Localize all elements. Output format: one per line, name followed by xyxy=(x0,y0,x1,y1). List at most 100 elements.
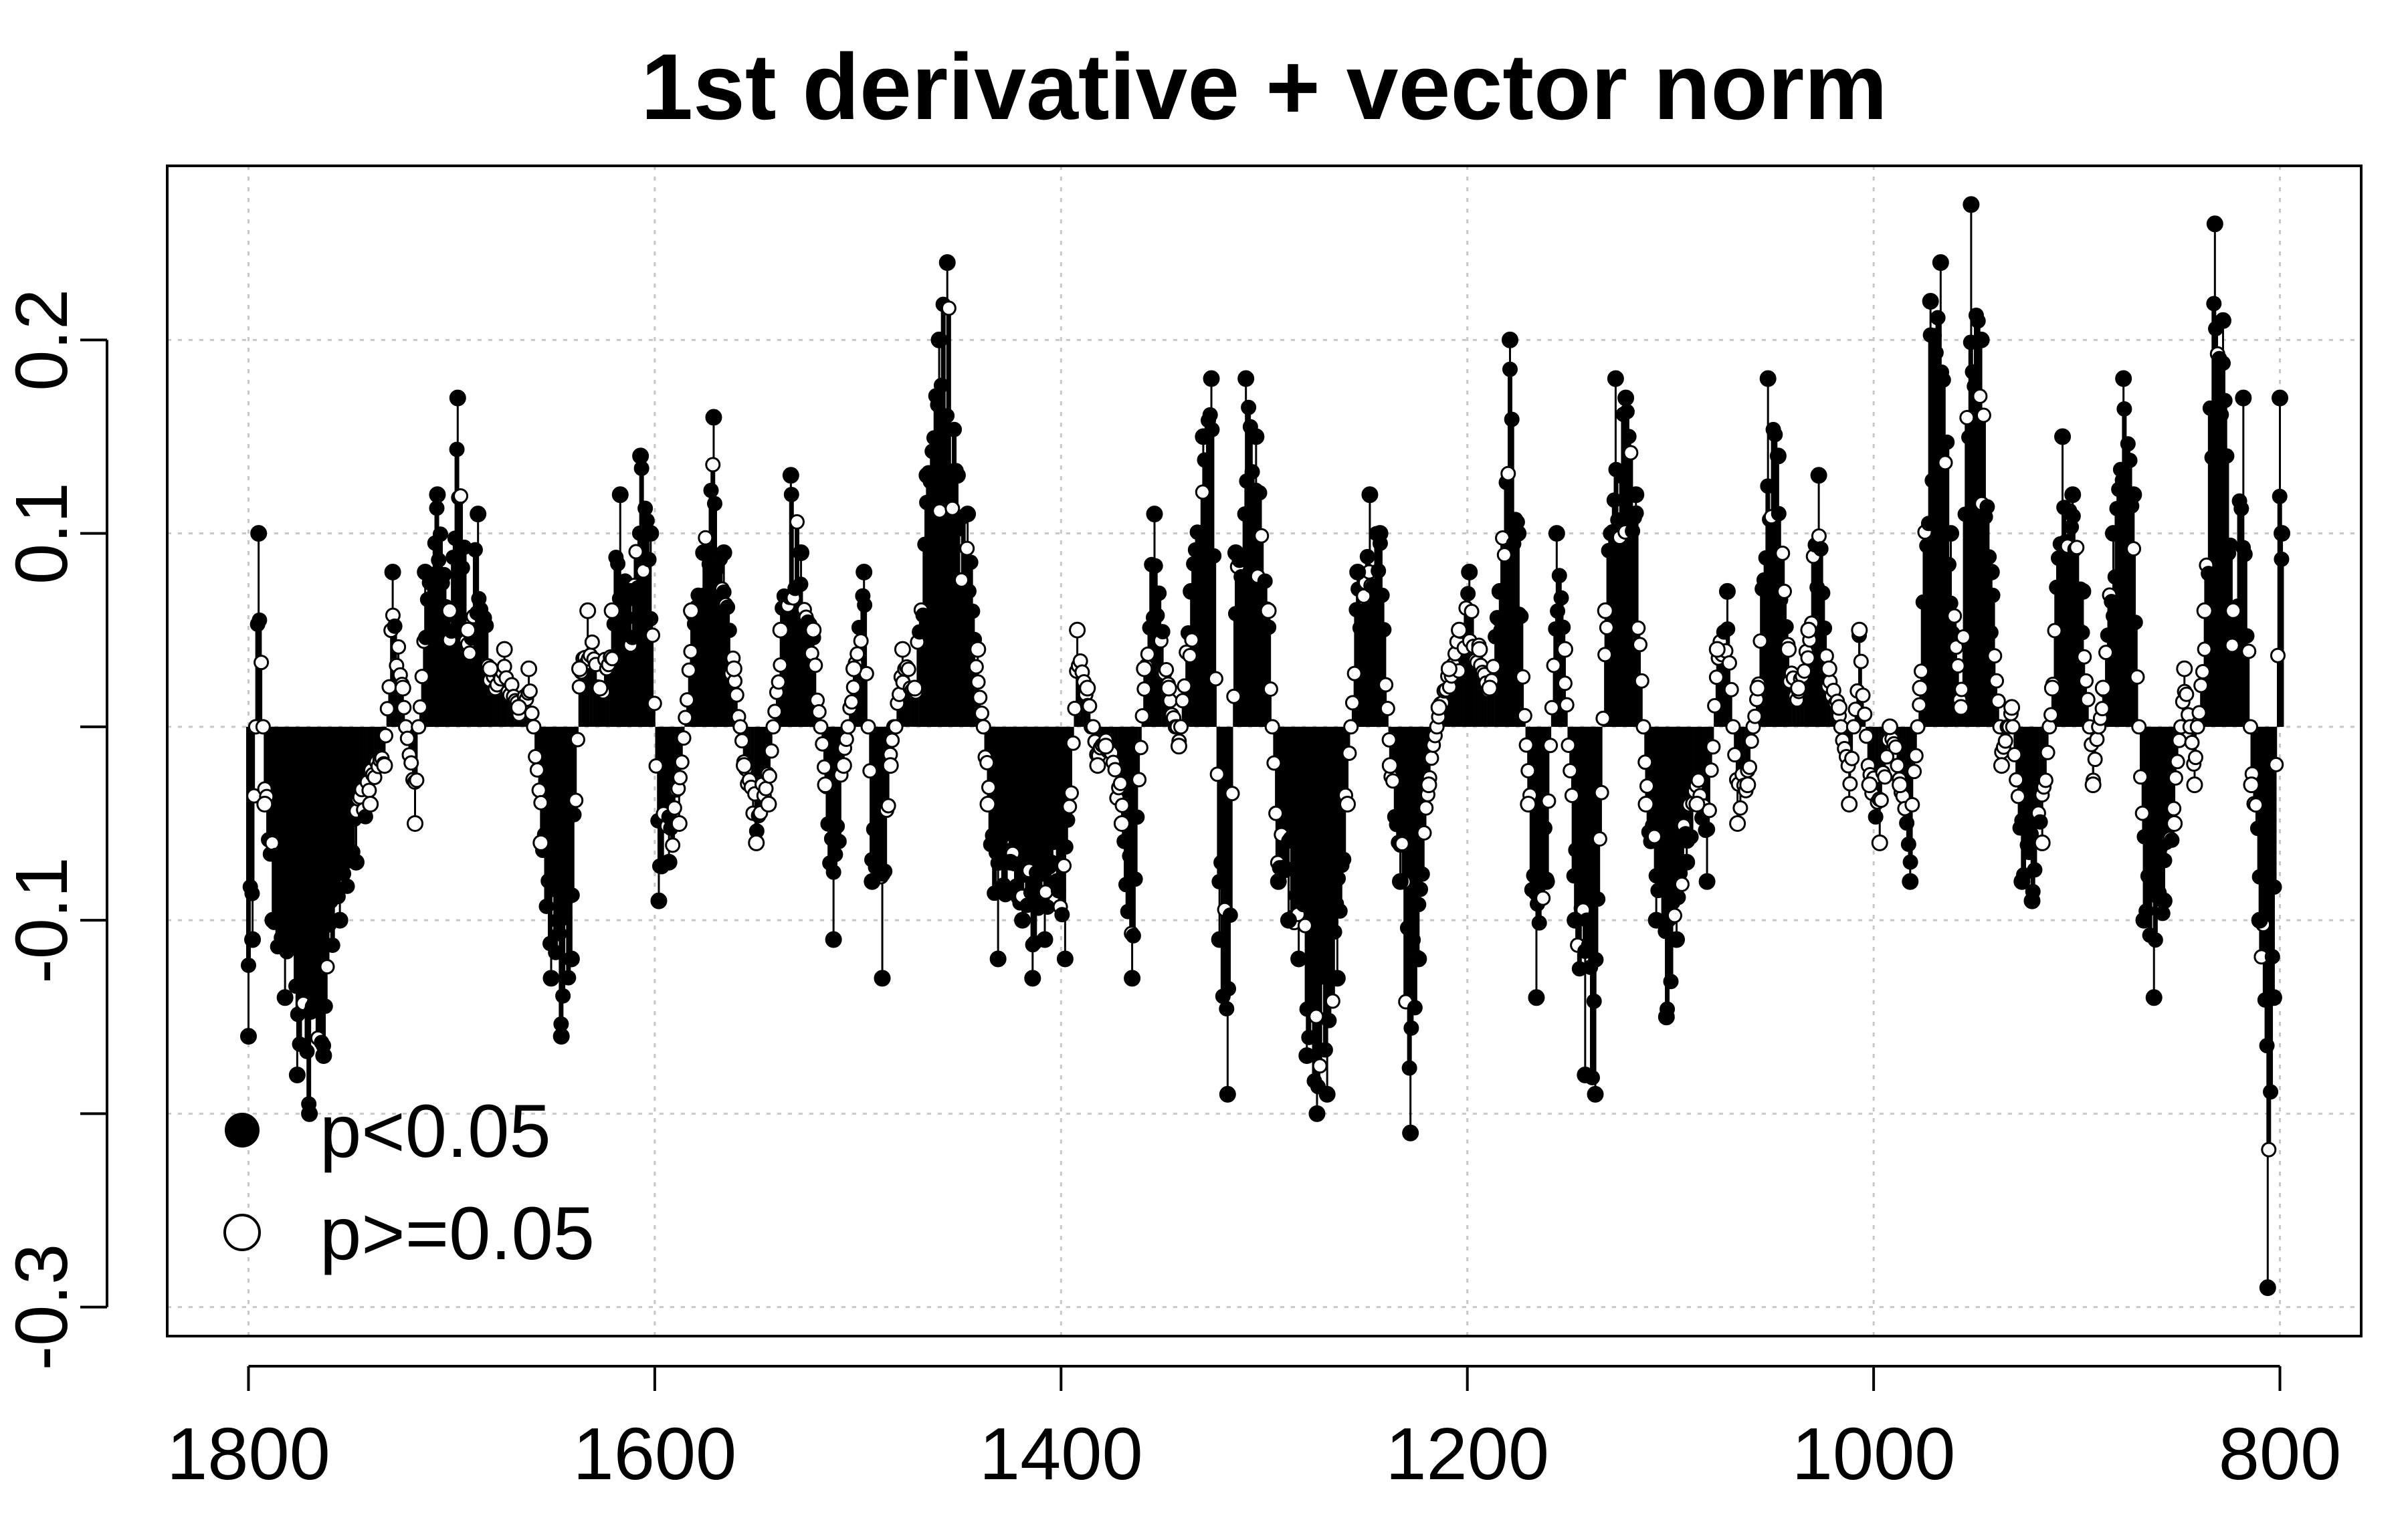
point-significant xyxy=(1899,815,1915,831)
point-significant xyxy=(336,866,352,882)
point-significant xyxy=(1054,907,1070,923)
point-nonsignificant xyxy=(1063,785,1079,801)
point-significant xyxy=(1202,407,1218,423)
point-peak-significant xyxy=(874,970,891,987)
point-significant xyxy=(2272,488,2288,504)
point-significant xyxy=(1376,622,1392,638)
point-significant xyxy=(1650,883,1666,899)
point-peak-significant xyxy=(864,873,881,890)
point-significant xyxy=(288,978,304,994)
point-significant xyxy=(1405,932,1421,948)
point-significant xyxy=(339,878,355,894)
point-significant xyxy=(1191,563,1207,579)
point-significant xyxy=(1221,981,1237,997)
point-significant xyxy=(1902,854,1918,870)
point-peak-significant xyxy=(2125,486,2142,504)
point-nonsignificant xyxy=(529,762,545,778)
point-significant xyxy=(1979,499,1995,515)
point-nonsignificant xyxy=(968,659,984,675)
point-significant xyxy=(1621,429,1637,445)
point-significant xyxy=(324,937,340,953)
point-peak-significant xyxy=(1647,911,1665,929)
point-peak-nonsignificant xyxy=(969,641,987,658)
point-nonsignificant xyxy=(2094,701,2110,717)
point-significant xyxy=(1211,873,1227,889)
y-tick-label: 0.2 xyxy=(1,289,83,391)
point-nonsignificant xyxy=(571,679,587,695)
point-peak-significant xyxy=(1247,428,1265,445)
point-significant xyxy=(930,397,946,413)
point-significant xyxy=(1566,868,1582,884)
x-tick-label: 1200 xyxy=(1385,1413,1549,1495)
point-peak-significant xyxy=(1461,563,1478,580)
point-nonsignificant xyxy=(1845,719,1862,735)
axes: 1800 1600 1400 1200 1000 800 -0.3 -0.1 0.1 0.2 xyxy=(1,289,2341,1495)
point-significant xyxy=(2104,594,2120,610)
point-significant xyxy=(1981,549,1997,565)
point-nonsignificant xyxy=(1666,907,1682,923)
point-peak-nonsignificant xyxy=(845,660,863,677)
point-peak-nonsignificant xyxy=(979,796,997,813)
point-significant xyxy=(831,833,847,849)
point-nonsignificant xyxy=(604,651,620,667)
point-significant xyxy=(1760,478,1776,494)
point-nonsignificant xyxy=(1633,673,1649,689)
point-peak-significant xyxy=(2023,892,2041,909)
legend-marker-open xyxy=(223,1214,261,1251)
point-peak-nonsignificant xyxy=(1556,641,1573,658)
point-nonsignificant xyxy=(666,800,682,816)
point-significant xyxy=(1493,623,1509,639)
point-significant xyxy=(866,821,882,837)
point-nonsignificant xyxy=(1595,710,1611,726)
point-peak-nonsignificant xyxy=(1440,660,1458,677)
point-peak-significant xyxy=(2265,989,2282,1006)
point-peak-nonsignificant xyxy=(2176,660,2193,677)
point-nonsignificant xyxy=(1913,663,1929,679)
point-peak-significant xyxy=(705,409,722,426)
point-peak-significant xyxy=(2135,911,2152,929)
point-significant xyxy=(1319,960,1335,976)
point-peak-significant xyxy=(2104,525,2122,542)
point-peak-significant xyxy=(1146,506,1163,523)
point-nonsignificant xyxy=(975,719,991,735)
point-nonsignificant xyxy=(758,780,774,796)
point-nonsignificant xyxy=(1990,693,2006,709)
point-significant xyxy=(1606,492,1622,508)
point-nonsignificant xyxy=(1725,719,1741,735)
point-nonsignificant xyxy=(1987,648,2003,664)
point-peak-nonsignificant xyxy=(571,660,589,677)
point-nonsignificant xyxy=(1912,697,1928,713)
point-peak-nonsignificant xyxy=(441,602,458,619)
point-significant xyxy=(1758,550,1774,566)
point-significant xyxy=(2222,537,2238,553)
point-nonsignificant xyxy=(1385,773,1401,789)
point-significant xyxy=(926,430,942,446)
point-peak-significant xyxy=(2251,911,2268,929)
point-nonsignificant xyxy=(1563,762,1579,778)
point-significant xyxy=(1924,473,1940,489)
point-significant xyxy=(1197,452,1213,468)
point-nonsignificant xyxy=(811,704,827,720)
point-peak-nonsignificant xyxy=(591,679,609,697)
point-peak-nonsignificant xyxy=(1871,834,1888,851)
point-peak-significant xyxy=(1290,950,1308,968)
point-peak-significant xyxy=(1048,873,1066,890)
point-nonsignificant xyxy=(1343,719,1359,735)
point-nonsignificant xyxy=(2195,663,2211,679)
point-nonsignificant xyxy=(2187,750,2203,766)
point-significant xyxy=(2213,407,2229,423)
point-peak-significant xyxy=(1371,525,1389,542)
point-peak-significant xyxy=(1501,331,1518,348)
point-nonsignificant xyxy=(377,728,393,744)
point-significant xyxy=(436,566,452,582)
point-nonsignificant xyxy=(2129,669,2145,685)
point-nonsignificant xyxy=(1630,620,1646,636)
point-nonsignificant xyxy=(1226,688,1242,704)
point-peak-nonsignificant xyxy=(1739,776,1757,794)
point-significant xyxy=(1354,604,1370,620)
point-significant xyxy=(2147,932,2163,948)
point-nonsignificant xyxy=(1890,758,1906,774)
point-significant xyxy=(716,584,732,600)
point-nonsignificant xyxy=(2184,734,2200,750)
point-significant xyxy=(1222,907,1238,923)
